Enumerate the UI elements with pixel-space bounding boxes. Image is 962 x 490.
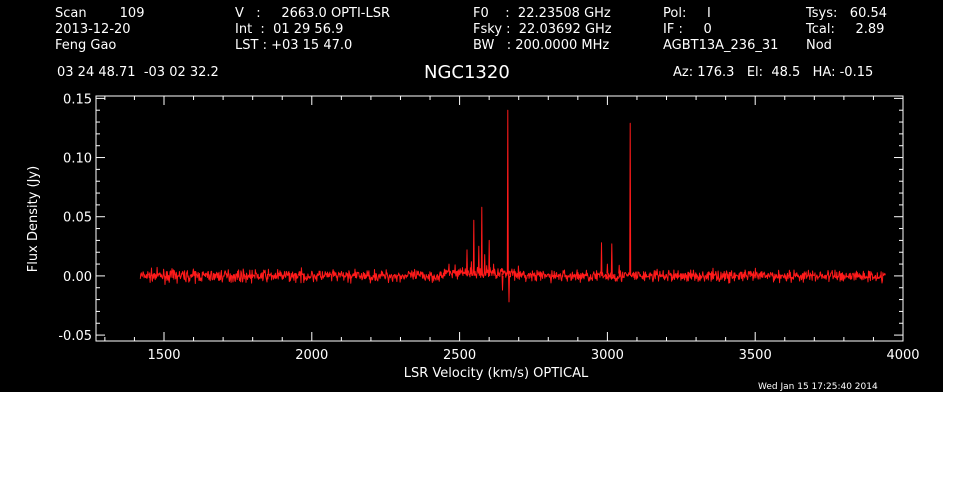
- y-tick-label: 0.05: [63, 211, 92, 226]
- integration-label: Int : 01 29 56.9: [235, 22, 344, 37]
- velocity-label: V : 2663.0 OPTI-LSR: [235, 6, 391, 21]
- tcal-label: Tcal: 2.89: [806, 22, 885, 37]
- source-title: NGC1320: [424, 62, 510, 83]
- x-tick-label: 2000: [295, 348, 328, 363]
- y-tick-label: 0.00: [63, 270, 92, 285]
- x-tick-label: 1500: [147, 348, 180, 363]
- if-label: IF : 0: [663, 22, 712, 37]
- f0-label: F0 : 22.23508 GHz: [473, 6, 611, 21]
- pol-label: Pol: I: [663, 6, 711, 21]
- x-axis-label: LSR Velocity (km/s) OPTICAL: [404, 366, 589, 381]
- x-tick-label: 3500: [739, 348, 772, 363]
- observer-label: Feng Gao: [55, 38, 117, 53]
- scan-label: Scan 109: [55, 6, 145, 21]
- x-tick-label: 2500: [443, 348, 476, 363]
- mode-label: Nod: [806, 38, 832, 53]
- y-tick-label: 0.15: [63, 92, 92, 107]
- y-tick-label: -0.05: [58, 329, 92, 344]
- x-tick-label: 3000: [591, 348, 624, 363]
- timestamp-label: Wed Jan 15 17:25:40 2014: [758, 382, 878, 392]
- lst-label: LST : +03 15 47.0: [235, 38, 353, 53]
- coordinates-label: 03 24 48.71 -03 02 32.2: [57, 65, 219, 80]
- y-tick-label: 0.10: [63, 152, 92, 167]
- tsys-label: Tsys: 60.54: [806, 6, 888, 21]
- y-axis-label: Flux Density (Jy): [26, 166, 41, 272]
- fsky-label: Fsky : 22.03692 GHz: [473, 22, 612, 37]
- project-label: AGBT13A_236_31: [663, 38, 779, 53]
- x-tick-label: 4000: [886, 348, 919, 363]
- pointing-label: Az: 176.3 El: 48.5 HA: -0.15: [673, 65, 874, 80]
- bandwidth-label: BW : 200.0000 MHz: [473, 38, 610, 53]
- spectrum-panel: Scan 109 2013-12-20 Feng Gao V : 2663.0 …: [0, 0, 943, 392]
- date-label: 2013-12-20: [55, 22, 131, 37]
- spectrum-chart: 1500 2000 2500 3000 3500 4000 -0.05 0.00 0.05 0.1…: [26, 92, 920, 381]
- axes-layer: 1500 2000 2500 3000 3500 4000 -0.05 0.00 0.05 0.1…: [58, 92, 919, 363]
- spectrum-trace: [139, 109, 886, 303]
- plot-frame: [95, 95, 904, 342]
